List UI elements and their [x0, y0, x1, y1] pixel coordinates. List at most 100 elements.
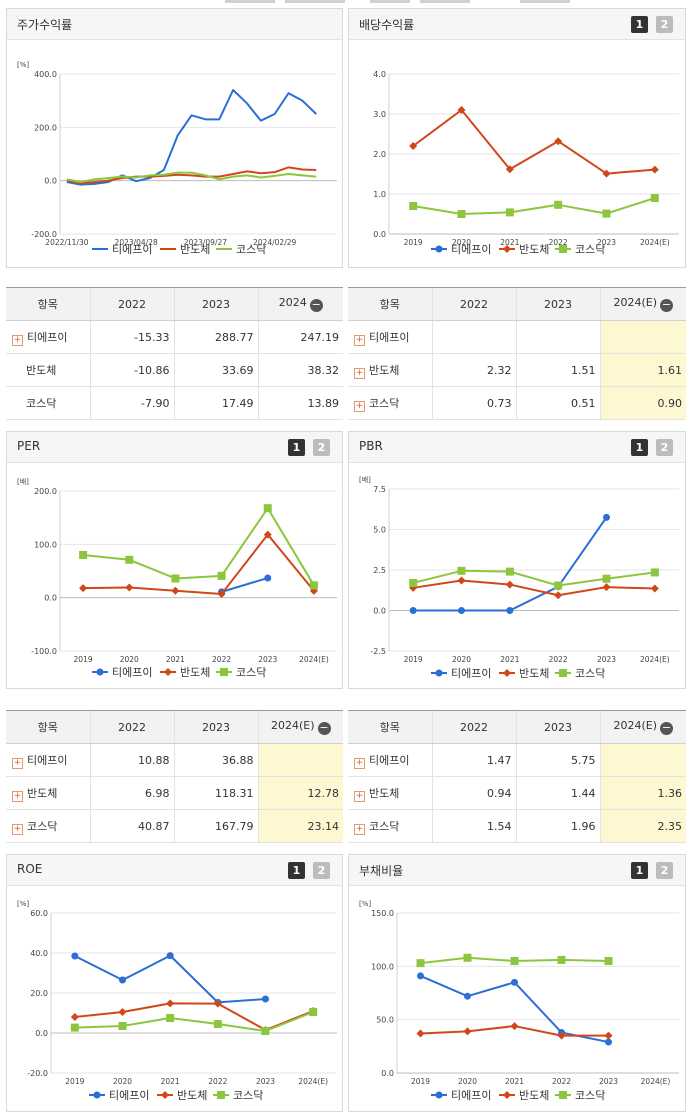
top-scroll-tab [225, 0, 275, 3]
x-tick-label: 2020 [120, 655, 139, 664]
collapse-icon[interactable]: − [660, 721, 674, 735]
data-point [409, 578, 418, 587]
collapse-icon[interactable]: − [309, 298, 323, 312]
cell: 118.31 [173, 776, 258, 810]
expand-icon[interactable]: + [12, 790, 23, 802]
row-label[interactable]: + 티에프이 [6, 743, 90, 777]
expand-icon[interactable]: + [354, 334, 365, 346]
data-point [457, 210, 466, 218]
expand-icon[interactable]: + [12, 823, 23, 835]
x-tick-label: 2020 [458, 1077, 477, 1086]
y-tick-label: 3.0 [373, 110, 386, 119]
x-tick-label: 2023 [597, 238, 616, 247]
per-table: 항목 2022 2023 2024(E) − + 티에프이 10.88 36.88 … [6, 710, 343, 843]
expand-icon[interactable]: + [354, 400, 365, 412]
data-point [70, 1023, 79, 1032]
data-point [554, 137, 563, 146]
x-tick-label: 2022 [212, 655, 231, 664]
row-label[interactable]: + 반도체 [6, 776, 90, 810]
x-tick-label: 2024(E) [299, 655, 329, 664]
panel-header: PER 1 2 [7, 432, 342, 463]
data-point [96, 668, 104, 676]
page-1-button[interactable]: 1 [288, 439, 305, 456]
table-row: 코스닥 -7.90 17.49 13.89 [6, 386, 343, 420]
page-2-button[interactable]: 2 [656, 439, 673, 456]
data-point [264, 574, 272, 582]
cell: -7.90 [89, 386, 174, 420]
row-label[interactable]: + 코스닥 [348, 809, 432, 843]
expand-icon[interactable]: + [354, 367, 365, 379]
expand-icon[interactable]: + [354, 757, 365, 769]
legend-label: 반도체 [519, 243, 549, 256]
data-point [511, 978, 518, 986]
collapse-icon[interactable]: − [660, 298, 674, 312]
row-label[interactable]: + 반도체 [348, 353, 432, 387]
col-header: 2023 [173, 287, 258, 321]
y-tick-label: -200.0 [31, 230, 57, 239]
series-line [74, 954, 266, 1004]
row-label[interactable]: + 티에프이 [348, 320, 432, 354]
col-header-collapsible[interactable]: 2024(E) − [599, 710, 686, 744]
x-tick-label: 2023 [599, 1077, 618, 1086]
data-point [605, 1038, 612, 1046]
y-tick-label: 200.0 [34, 487, 57, 496]
expand-icon[interactable]: + [12, 757, 23, 769]
collapse-icon[interactable]: − [317, 721, 331, 735]
table-row: + 티에프이 10.88 36.88 [6, 743, 343, 777]
page-1-button[interactable]: 1 [288, 862, 305, 879]
y-axis-unit: [%] [17, 900, 29, 908]
series-line [412, 569, 655, 587]
top-scroll-tab [370, 0, 410, 3]
data-point [71, 952, 79, 960]
data-point [309, 581, 318, 590]
col-header-collapsible[interactable]: 2024(E) − [599, 287, 686, 321]
y-tick-label: 0.0 [44, 594, 57, 603]
expand-icon[interactable]: + [354, 823, 365, 835]
stock-return-table: 항목 2022 2023 2024− + 티에프이 -15.33 288.77 2… [6, 287, 343, 420]
x-tick-label: 2020 [452, 238, 471, 247]
table-row: + 반도체 6.98 118.31 12.78 [6, 776, 343, 810]
row-label[interactable]: + 반도체 [348, 776, 432, 810]
table-row: + 티에프이 1.47 5.75 [348, 743, 686, 777]
dividend-yield-chart: 4.0 3.0 2.0 1.0 0.0 2019 2020 2021 2022 2023 2024(… [373, 70, 679, 256]
y-tick-label: 4.0 [373, 70, 386, 79]
data-point [554, 591, 563, 600]
row-label[interactable]: + 티에프이 [6, 320, 90, 354]
x-tick-label: 2024(E) [298, 1077, 328, 1086]
pbr-table: 항목 2022 2023 2024(E) − + 티에프이 1.47 5.75 + 반… [348, 710, 686, 843]
panel-header: PBR 1 2 [349, 432, 685, 463]
y-tick-label: -20.0 [27, 1069, 48, 1078]
expand-icon[interactable]: + [12, 334, 23, 346]
data-point [435, 1091, 443, 1099]
data-point [650, 584, 659, 593]
x-tick-label: 2024(E) [640, 655, 670, 664]
row-label[interactable]: + 코스닥 [6, 809, 90, 843]
page-2-button[interactable]: 2 [313, 862, 330, 879]
series-line [82, 507, 315, 586]
y-tick-label: 50.0 [376, 1016, 394, 1025]
data-point [409, 202, 418, 210]
page-2-button[interactable]: 2 [656, 16, 673, 33]
col-header-collapsible[interactable]: 2024(E) − [257, 710, 343, 744]
data-point [554, 200, 563, 209]
col-header-label: 2024(E) [270, 719, 315, 732]
table-row: + 반도체 0.94 1.44 1.36 [348, 776, 686, 810]
data-point [166, 952, 174, 960]
cell-estimate: 23.14 [257, 809, 343, 843]
x-tick-label: 2023/09/27 [184, 238, 227, 247]
col-header-collapsible[interactable]: 2024− [257, 287, 343, 321]
page-2-button[interactable]: 2 [656, 862, 673, 879]
data-point [602, 209, 611, 218]
data-point [171, 586, 180, 595]
row-label[interactable]: + 코스닥 [348, 386, 432, 420]
y-tick-label: 0.0 [35, 1029, 48, 1038]
page-1-button[interactable]: 1 [631, 16, 648, 33]
expand-icon[interactable]: + [354, 790, 365, 802]
col-header: 항목 [348, 710, 432, 744]
page-1-button[interactable]: 1 [631, 862, 648, 879]
page-1-button[interactable]: 1 [631, 439, 648, 456]
row-label[interactable]: + 티에프이 [348, 743, 432, 777]
table-row: + 코스닥 40.87 167.79 23.14 [6, 809, 343, 843]
page-2-button[interactable]: 2 [313, 439, 330, 456]
top-scroll-tab [420, 0, 470, 3]
